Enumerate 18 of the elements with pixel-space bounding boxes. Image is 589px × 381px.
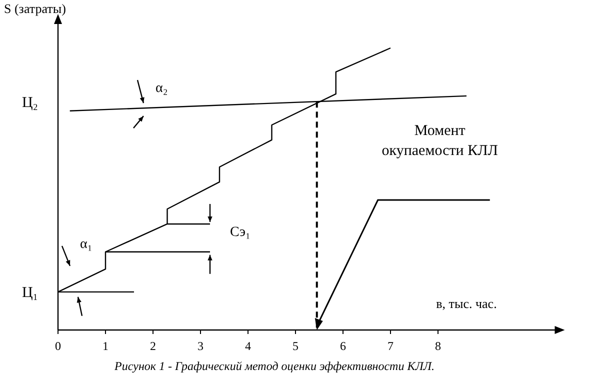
annotation: α₂ (156, 81, 168, 96)
x-tick-label: 2 (150, 339, 156, 353)
text: Ц₁ (22, 284, 38, 301)
annotation: Момент окупаемости КЛЛ (382, 123, 498, 159)
x-tick-label: 4 (245, 339, 251, 353)
x-tick-label: 5 (292, 339, 298, 353)
x-tick-label: 7 (388, 339, 394, 353)
x-tick-label: 8 (435, 339, 441, 353)
x-tick-label: 3 (198, 339, 204, 353)
text: Рисунок 1 - Графический метод оценки эффективности КЛЛ. (114, 359, 434, 373)
annotation: Сэ₁ (230, 224, 250, 240)
x-tick-label: 1 (102, 339, 108, 353)
annotation: α₁ (80, 236, 92, 252)
x-axis-title: в, тыс. час. (436, 296, 497, 311)
y-axis-title: S (затраты) (4, 1, 66, 16)
text: Ц₂ (22, 94, 38, 111)
x-tick-label: 6 (340, 339, 346, 353)
x-tick-label: 0 (55, 339, 61, 353)
